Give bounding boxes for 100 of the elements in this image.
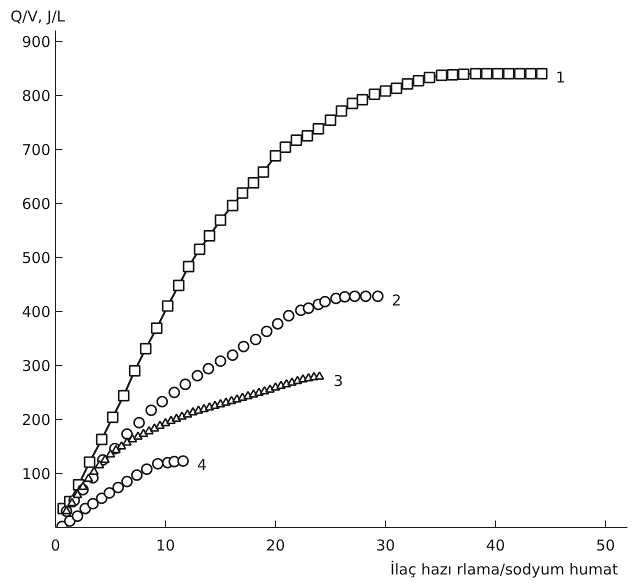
- point: [156, 396, 168, 408]
- point: [72, 490, 82, 498]
- point: [402, 78, 414, 90]
- point: [390, 82, 402, 94]
- point: [238, 340, 250, 352]
- y-tick-label: 100: [22, 464, 51, 483]
- point: [260, 326, 272, 338]
- y-tick-label: 800: [22, 86, 51, 105]
- point: [182, 260, 194, 272]
- point: [424, 72, 436, 84]
- point: [250, 334, 262, 346]
- point: [84, 473, 94, 482]
- point: [152, 458, 164, 470]
- point: [141, 463, 153, 475]
- point: [436, 70, 448, 82]
- point: [106, 411, 118, 424]
- point: [348, 290, 360, 302]
- point: [458, 68, 470, 80]
- y-tick-label: 200: [22, 410, 51, 429]
- point: [116, 441, 126, 450]
- point: [133, 416, 145, 428]
- point: [72, 510, 84, 522]
- point: [121, 428, 133, 440]
- point: [144, 426, 154, 434]
- point: [360, 290, 372, 302]
- series-label: 4: [197, 456, 207, 474]
- point: [162, 300, 174, 312]
- point: [356, 94, 368, 106]
- point: [112, 482, 124, 494]
- y-tick-label: 400: [22, 302, 51, 321]
- point: [302, 130, 314, 142]
- point: [346, 98, 358, 110]
- point: [272, 318, 284, 330]
- point: [314, 371, 324, 380]
- x-tick-label: 40: [486, 536, 506, 554]
- point: [324, 114, 336, 126]
- y-tick-label: 900: [22, 32, 51, 51]
- point: [104, 487, 116, 499]
- point: [380, 85, 392, 97]
- point: [140, 342, 152, 354]
- point: [122, 437, 132, 446]
- point: [192, 370, 204, 382]
- point: [94, 460, 104, 468]
- point: [282, 310, 294, 322]
- point: [248, 177, 260, 189]
- x-axis-title: İlaç hazı rlama/sodyum humat: [390, 560, 618, 578]
- point: [145, 404, 157, 416]
- point: [226, 200, 238, 212]
- y-tick-label: 500: [22, 248, 51, 267]
- y-tick-label: 600: [22, 194, 51, 213]
- point: [194, 243, 206, 256]
- point: [67, 498, 77, 506]
- point: [78, 482, 88, 490]
- x-tick-label: 30: [376, 536, 396, 554]
- point: [536, 68, 548, 80]
- point: [524, 68, 536, 80]
- point: [121, 476, 133, 488]
- point: [133, 431, 143, 440]
- point: [87, 498, 99, 510]
- point: [214, 355, 226, 367]
- point: [89, 466, 99, 475]
- point: [368, 88, 380, 100]
- y-tick-label: 300: [22, 356, 51, 375]
- point: [106, 449, 116, 458]
- series-label: 2: [392, 291, 402, 310]
- y-axis-title: Q/V, J/L: [10, 8, 66, 26]
- series-label: 3: [334, 372, 344, 390]
- point: [336, 105, 348, 117]
- point: [214, 214, 226, 226]
- point: [177, 455, 189, 467]
- point: [319, 296, 331, 308]
- point: [492, 68, 504, 80]
- point: [84, 456, 96, 468]
- x-tick-label: 20: [266, 536, 286, 554]
- point: [480, 68, 492, 80]
- point: [290, 134, 302, 146]
- point: [302, 302, 314, 314]
- point: [280, 141, 292, 153]
- point: [446, 69, 458, 81]
- point: [514, 68, 526, 80]
- point: [372, 290, 384, 302]
- x-tick-label: 10: [156, 536, 176, 554]
- x-tick-label: 50: [596, 536, 616, 554]
- point: [258, 166, 270, 178]
- point: [128, 365, 140, 377]
- point: [202, 362, 214, 374]
- point: [502, 68, 514, 80]
- point: [312, 123, 324, 135]
- point: [168, 386, 180, 398]
- point: [204, 230, 216, 242]
- y-tick-label: 700: [22, 140, 51, 159]
- point: [226, 349, 238, 361]
- point: [180, 378, 192, 390]
- point: [62, 506, 72, 514]
- point: [339, 291, 351, 303]
- point: [96, 434, 108, 446]
- series-label: 1: [556, 68, 566, 87]
- x-tick-label: 0: [50, 536, 60, 554]
- point: [270, 150, 282, 162]
- point: [412, 74, 424, 87]
